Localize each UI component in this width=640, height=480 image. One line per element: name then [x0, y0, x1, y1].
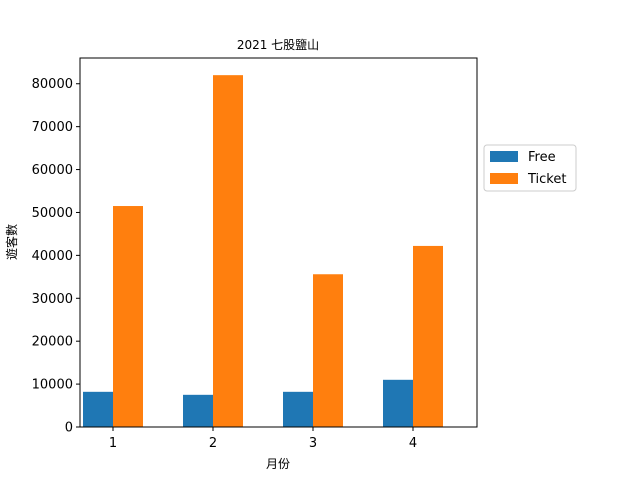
- bar-ticket-1: [113, 206, 143, 427]
- y-tick-label: 20000: [32, 335, 73, 350]
- legend: Free Ticket: [483, 144, 577, 192]
- y-tick-label: 80000: [32, 77, 73, 92]
- x-axis-label: 月份: [266, 457, 290, 471]
- bar-free-4: [383, 379, 413, 427]
- y-tick-label: 10000: [32, 378, 73, 393]
- bar-ticket-4: [413, 245, 443, 427]
- x-tick-label: 1: [109, 436, 117, 451]
- bar-free-1: [83, 391, 113, 427]
- y-tick-label: 0: [65, 421, 73, 436]
- y-tick-label: 50000: [32, 206, 73, 221]
- legend-swatch-ticket: [490, 173, 518, 184]
- plot-frame: [79, 57, 478, 428]
- x-tick-label: 4: [409, 436, 417, 451]
- bar-ticket-2: [213, 75, 243, 428]
- y-tick-label: 70000: [32, 120, 73, 135]
- legend-label-free: Free: [528, 150, 556, 165]
- y-tick-label: 60000: [32, 163, 73, 178]
- y-tick-label: 40000: [32, 249, 73, 264]
- plot-area: 0 10000 20000 30000 40000 50000 60000 70000 8000…: [32, 75, 443, 451]
- legend-label-ticket: Ticket: [527, 172, 566, 187]
- bar-free-3: [283, 391, 313, 427]
- bar-free-2: [183, 394, 213, 427]
- chart-title: 2021 七股鹽山: [237, 37, 319, 52]
- x-tick-label: 3: [309, 436, 317, 451]
- y-tick-label: 30000: [32, 292, 73, 307]
- y-axis-label: 遊客數: [4, 224, 19, 260]
- legend-swatch-free: [490, 151, 518, 162]
- bar-ticket-3: [313, 274, 343, 427]
- x-tick-label: 2: [209, 436, 217, 451]
